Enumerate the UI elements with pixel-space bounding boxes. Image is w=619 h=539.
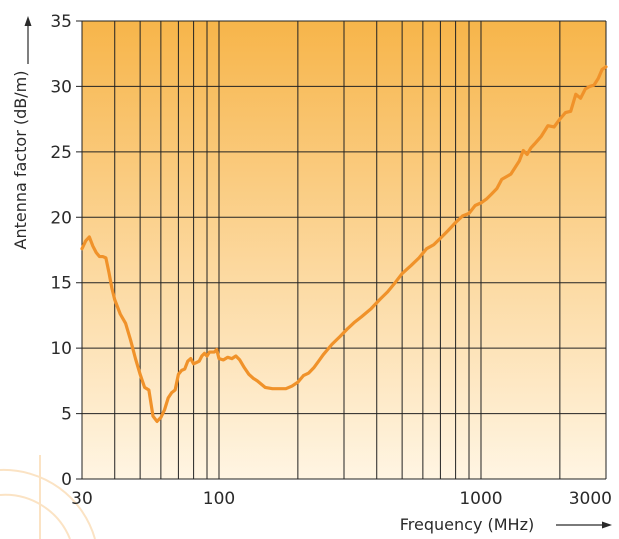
y-axis-arrow [24, 16, 32, 64]
y-tick-label: 20 [50, 208, 72, 228]
x-tick-label: 30 [71, 489, 93, 509]
y-tick-label: 35 [50, 12, 72, 32]
x-tick-label: 1000 [459, 489, 502, 509]
series-line [80, 65, 608, 424]
watermark-arcs [0, 455, 96, 539]
y-tick-label: 10 [50, 339, 72, 359]
x-axis-arrow [556, 521, 612, 529]
y-tick-label: 25 [50, 143, 72, 163]
vertical-gridlines [81, 21, 607, 479]
y-tick-label: 15 [50, 274, 72, 294]
y-tick-labels: 0 5 10 15 20 25 30 35 [50, 12, 72, 490]
y-tick-label: 5 [61, 405, 72, 425]
x-tick-label: 3000 [569, 489, 612, 509]
x-axis-title: Frequency (MHz) [400, 515, 534, 534]
y-tick-label: 0 [61, 470, 72, 490]
x-tick-labels: 30 100 1000 3000 [71, 489, 612, 509]
x-tick-label: 100 [203, 489, 235, 509]
y-axis-title: Antenna factor (dB/m) [11, 71, 30, 250]
y-tick-label: 30 [50, 77, 72, 97]
